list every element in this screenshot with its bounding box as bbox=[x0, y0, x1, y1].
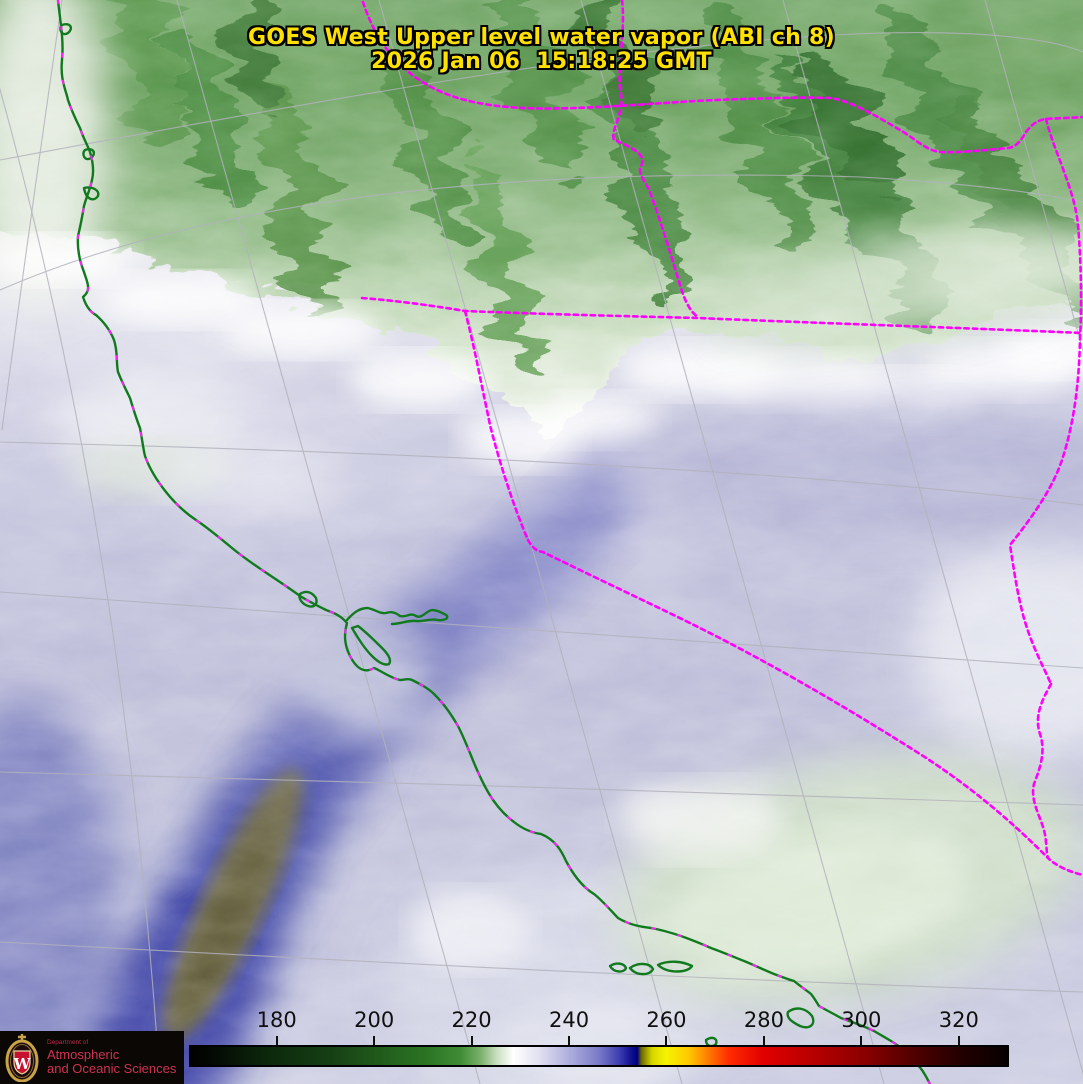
graticule-lat-line bbox=[0, 174, 1083, 291]
logo-name-line-1: Atmospheric bbox=[47, 1047, 120, 1063]
colorbar-tick-mark bbox=[373, 1036, 376, 1045]
colorbar-tick-label: 280 bbox=[743, 1008, 784, 1032]
colorbar-tick-label: 200 bbox=[354, 1008, 395, 1032]
colorbar-tick-label: 180 bbox=[256, 1008, 297, 1032]
colorbar-tick-label: 240 bbox=[548, 1008, 590, 1032]
graticule-lon-line bbox=[984, 0, 1083, 353]
island-san-nicolas bbox=[704, 1036, 718, 1048]
colorbar-tick-mark bbox=[470, 1036, 473, 1045]
graticule-lon-line bbox=[1, 0, 63, 431]
logo-dept-line: Department of bbox=[47, 1038, 89, 1046]
coastline-border-dashes bbox=[57, 0, 931, 1084]
logo-name-line-2: and Oceanic Sciences bbox=[47, 1061, 177, 1077]
graticule-lon-line bbox=[0, 87, 161, 1084]
state-borders bbox=[360, 0, 1083, 877]
border-columbia-snake-river bbox=[361, 0, 1083, 154]
border-nevada-utah-arizona bbox=[1008, 117, 1083, 686]
island-catalina bbox=[786, 1007, 815, 1029]
coastline bbox=[56, 0, 932, 1084]
aos-logo-text: Department of Atmospheric and Oceanic Sc… bbox=[47, 1038, 177, 1077]
graticule-lat-line bbox=[0, 941, 1083, 993]
colorbar-tick-mark bbox=[275, 1036, 278, 1045]
island-anacapa bbox=[656, 960, 694, 973]
colorbar-tick-label: 320 bbox=[938, 1008, 979, 1032]
colorbar-gradient bbox=[189, 1045, 1009, 1067]
colorbar-tick-mark bbox=[957, 1036, 960, 1045]
border-california-nevada bbox=[463, 309, 1050, 860]
san-francisco-bay bbox=[345, 606, 449, 666]
colorbar-scale: 180 200 220 240 260 280 300 320 bbox=[189, 1008, 1009, 1045]
colorbar-tick-mark bbox=[665, 1036, 668, 1045]
graticule-lon-line bbox=[782, 0, 1083, 1076]
svg-text:W: W bbox=[13, 1055, 32, 1073]
colorbar-tick-label: 260 bbox=[646, 1008, 687, 1032]
colorbar-tick-label: 300 bbox=[841, 1008, 882, 1032]
colorbar-tick-mark bbox=[860, 1036, 863, 1045]
uw-crest-icon: W bbox=[5, 1033, 39, 1082]
colorbar-tick-mark bbox=[568, 1036, 571, 1045]
border-colorado-river bbox=[1031, 682, 1083, 877]
graticule-lon-line bbox=[176, 0, 481, 1084]
border-42n-california-oregon-nevada bbox=[360, 296, 1083, 335]
humboldt-bay bbox=[82, 186, 100, 201]
island-santa-cruz bbox=[628, 962, 655, 976]
graticule-lat-line bbox=[0, 771, 1083, 806]
border-oregon-idaho bbox=[611, 0, 700, 319]
graticule-lat-line bbox=[0, 441, 1083, 506]
aos-logo: W Department of Atmospheric and Oceanic … bbox=[0, 1031, 184, 1084]
colorbar-tick-mark bbox=[762, 1036, 765, 1045]
point-reyes bbox=[298, 590, 318, 608]
graticule-lat-line bbox=[0, 32, 1083, 161]
colorbar-tick-label: 220 bbox=[451, 1008, 492, 1032]
island-santa-rosa bbox=[608, 962, 628, 973]
graticule-lat-line bbox=[0, 591, 1083, 669]
graticule-lon-line bbox=[580, 0, 885, 1084]
